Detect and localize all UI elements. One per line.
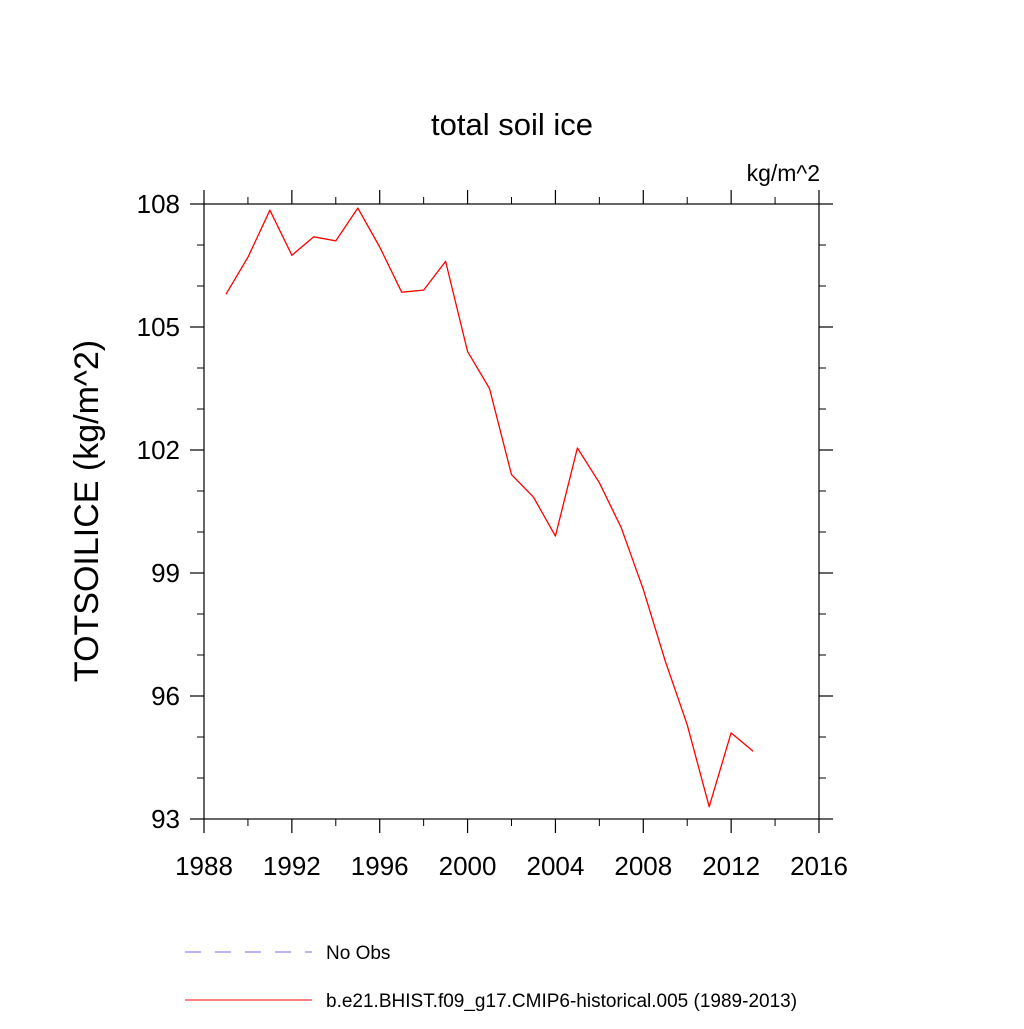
legend-label: No Obs [326, 943, 390, 964]
x-tick-label: 2000 [439, 851, 497, 881]
y-tick-label: 93 [151, 804, 180, 834]
x-tick-label: 2008 [614, 851, 672, 881]
y-tick-label: 102 [137, 435, 180, 465]
chart-title: total soil ice [431, 107, 593, 142]
units-label: kg/m^2 [747, 160, 820, 186]
y-tick-label: 108 [137, 189, 180, 219]
y-tick-label: 105 [137, 312, 180, 342]
x-tick-label: 1992 [263, 851, 321, 881]
series-line [225, 207, 754, 808]
plot-frame [203, 203, 820, 820]
legend-label: b.e21.BHIST.f09_g17.CMIP6-historical.005… [326, 991, 797, 1012]
y-tick-label: 96 [151, 681, 180, 711]
x-tick-label: 2012 [702, 851, 760, 881]
x-tick-label: 2004 [527, 851, 585, 881]
y-tick-label: 99 [151, 558, 180, 588]
x-tick-label: 1996 [351, 851, 409, 881]
y-axis-label: TOTSOILICE (kg/m^2) [68, 340, 106, 682]
x-tick-label: 2016 [790, 851, 848, 881]
x-tick-label: 1988 [175, 851, 233, 881]
